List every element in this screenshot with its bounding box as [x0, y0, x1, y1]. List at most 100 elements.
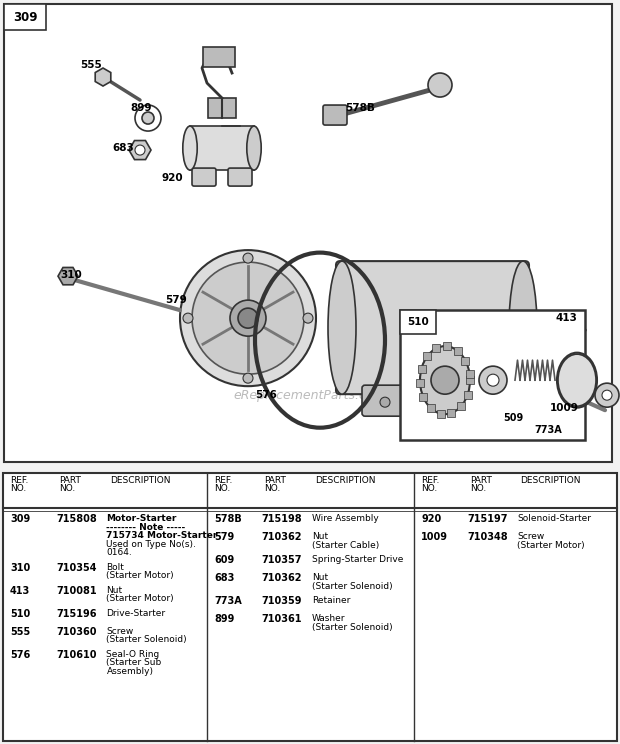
Ellipse shape — [183, 126, 197, 170]
Circle shape — [479, 366, 507, 394]
FancyBboxPatch shape — [400, 310, 436, 334]
Text: Screw: Screw — [107, 626, 134, 635]
Text: 1009: 1009 — [421, 532, 448, 542]
Ellipse shape — [420, 346, 470, 414]
FancyBboxPatch shape — [466, 371, 474, 378]
Text: Spring-Starter Drive: Spring-Starter Drive — [312, 555, 404, 564]
Text: REF.: REF. — [10, 476, 29, 485]
Circle shape — [465, 397, 475, 407]
FancyBboxPatch shape — [4, 4, 612, 462]
Circle shape — [142, 112, 154, 124]
FancyBboxPatch shape — [3, 473, 617, 741]
FancyBboxPatch shape — [453, 347, 461, 355]
Text: 579: 579 — [214, 532, 234, 542]
Text: 510: 510 — [10, 609, 30, 618]
Text: 683: 683 — [214, 573, 234, 583]
Text: Retainer: Retainer — [312, 596, 350, 605]
Text: PART: PART — [59, 476, 81, 485]
Text: 710360: 710360 — [56, 626, 97, 637]
Text: 413: 413 — [555, 313, 577, 323]
Text: 576: 576 — [255, 390, 277, 400]
Text: 510: 510 — [407, 317, 429, 327]
FancyBboxPatch shape — [228, 168, 252, 186]
Text: Assembly): Assembly) — [107, 667, 154, 676]
Circle shape — [135, 145, 145, 155]
Text: PART: PART — [264, 476, 286, 485]
Circle shape — [180, 250, 316, 386]
Text: 310: 310 — [10, 562, 30, 573]
Text: 555: 555 — [10, 626, 30, 637]
Text: 609: 609 — [214, 555, 234, 565]
Text: 309: 309 — [13, 10, 37, 24]
Text: Motor-Starter: Motor-Starter — [107, 514, 177, 523]
Circle shape — [380, 397, 390, 407]
Text: (Starter Solenoid): (Starter Solenoid) — [107, 635, 187, 644]
Text: 579: 579 — [165, 295, 187, 305]
Text: (Starter Solenoid): (Starter Solenoid) — [312, 582, 392, 591]
FancyBboxPatch shape — [192, 168, 216, 186]
Text: DESCRIPTION: DESCRIPTION — [521, 476, 581, 485]
FancyBboxPatch shape — [336, 261, 529, 394]
FancyBboxPatch shape — [436, 410, 445, 417]
Text: Drive-Starter: Drive-Starter — [107, 609, 166, 618]
Text: 715197: 715197 — [467, 514, 508, 525]
Text: Nut: Nut — [312, 573, 328, 582]
Ellipse shape — [558, 354, 596, 406]
Text: -------- Note -----: -------- Note ----- — [107, 523, 186, 532]
Circle shape — [431, 366, 459, 394]
Text: REF.: REF. — [214, 476, 232, 485]
Text: 710357: 710357 — [261, 555, 301, 565]
Circle shape — [303, 313, 313, 323]
Text: Screw: Screw — [517, 532, 544, 541]
Text: 413: 413 — [10, 586, 30, 596]
Text: 710359: 710359 — [261, 596, 301, 606]
Text: 710362: 710362 — [261, 573, 301, 583]
Text: 773A: 773A — [214, 596, 242, 606]
FancyBboxPatch shape — [423, 352, 432, 360]
Text: 310: 310 — [60, 270, 82, 280]
Text: (Starter Cable): (Starter Cable) — [312, 541, 379, 550]
Text: 710348: 710348 — [467, 532, 508, 542]
FancyBboxPatch shape — [443, 342, 451, 350]
FancyBboxPatch shape — [362, 385, 408, 416]
FancyBboxPatch shape — [448, 409, 456, 417]
Text: Wire Assembly: Wire Assembly — [312, 514, 379, 523]
Text: DESCRIPTION: DESCRIPTION — [316, 476, 376, 485]
Text: Washer: Washer — [312, 614, 345, 623]
Text: 710081: 710081 — [56, 586, 97, 596]
Ellipse shape — [557, 353, 597, 408]
Text: (Starter Solenoid): (Starter Solenoid) — [312, 623, 392, 632]
Text: 710361: 710361 — [261, 614, 301, 624]
Text: Nut: Nut — [107, 586, 123, 594]
Text: 899: 899 — [214, 614, 234, 624]
Text: REF.: REF. — [421, 476, 440, 485]
FancyBboxPatch shape — [417, 365, 425, 373]
Text: (Starter Motor): (Starter Motor) — [107, 594, 174, 603]
Circle shape — [230, 300, 266, 336]
Text: 710354: 710354 — [56, 562, 97, 573]
Circle shape — [595, 383, 619, 407]
FancyBboxPatch shape — [190, 126, 254, 170]
Ellipse shape — [509, 261, 537, 394]
Text: 555: 555 — [80, 60, 102, 70]
Ellipse shape — [328, 261, 356, 394]
FancyBboxPatch shape — [203, 47, 235, 67]
Text: NO.: NO. — [214, 484, 230, 493]
Circle shape — [570, 325, 580, 335]
FancyBboxPatch shape — [400, 310, 585, 440]
Text: (Starter Sub: (Starter Sub — [107, 658, 162, 667]
FancyBboxPatch shape — [4, 4, 46, 30]
Text: (Starter Motor): (Starter Motor) — [517, 541, 585, 550]
Text: 1009: 1009 — [550, 403, 579, 413]
Text: 920: 920 — [421, 514, 441, 525]
Text: 710362: 710362 — [261, 532, 301, 542]
Circle shape — [238, 308, 258, 328]
Text: 715734 Motor-Starter: 715734 Motor-Starter — [107, 531, 218, 540]
Circle shape — [243, 373, 253, 383]
Text: Bolt: Bolt — [107, 562, 125, 571]
FancyBboxPatch shape — [416, 379, 424, 387]
Text: 309: 309 — [10, 514, 30, 525]
Circle shape — [192, 262, 304, 374]
Text: 683: 683 — [112, 143, 134, 153]
FancyBboxPatch shape — [447, 385, 493, 416]
